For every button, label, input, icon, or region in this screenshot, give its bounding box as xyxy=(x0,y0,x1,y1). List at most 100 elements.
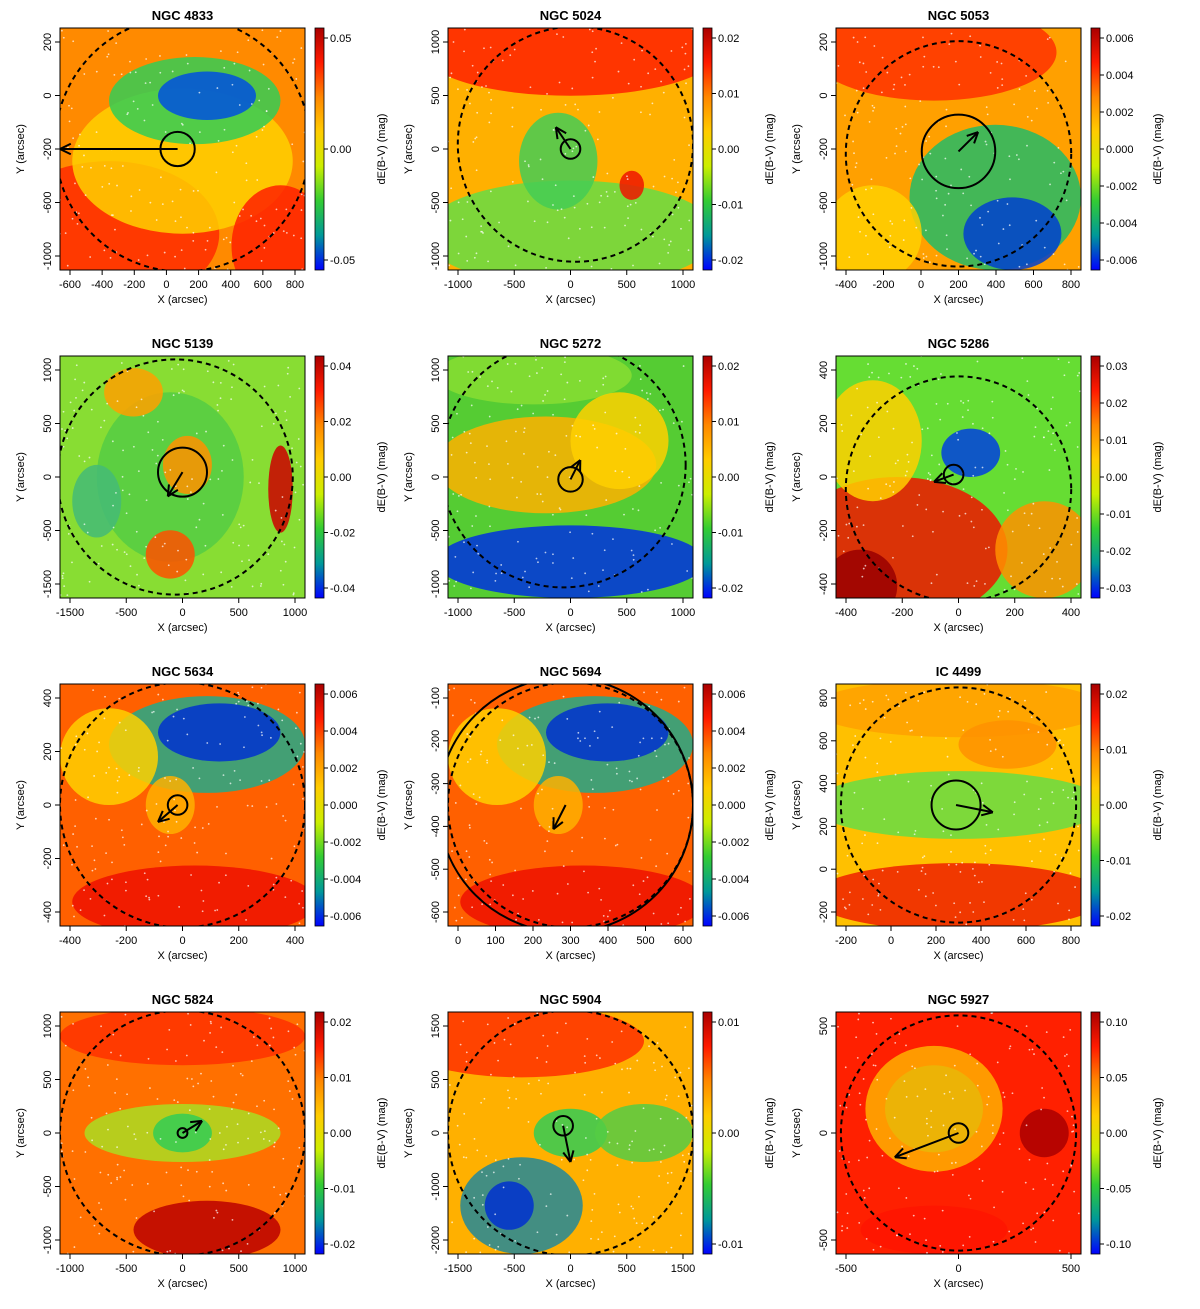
scatter-gap xyxy=(169,469,172,471)
scatter-gap xyxy=(155,803,158,805)
scatter-gap xyxy=(1052,432,1055,435)
scatter-gap xyxy=(953,1064,956,1067)
scatter-gap xyxy=(166,739,169,742)
scatter-gap xyxy=(190,874,192,876)
scatter-gap xyxy=(94,868,97,870)
scatter-gap xyxy=(844,907,847,910)
scatter-gap xyxy=(115,491,117,494)
colorbar-label: dE(B-V) (mag) xyxy=(376,114,388,185)
scatter-gap xyxy=(1039,797,1042,800)
scatter-gap xyxy=(466,88,468,91)
scatter-gap xyxy=(628,779,631,782)
scatter-gap xyxy=(560,1158,563,1161)
scatter-gap xyxy=(116,1178,119,1181)
scatter-gap xyxy=(490,1073,492,1076)
scatter-gap xyxy=(187,1012,189,1015)
scatter-gap xyxy=(157,420,159,423)
y-tick-label: 400 xyxy=(818,774,830,792)
y-tick-label: -300 xyxy=(430,773,442,795)
scatter-gap xyxy=(225,236,228,239)
scatter-gap xyxy=(452,41,455,43)
scatter-gap xyxy=(246,804,249,807)
scatter-gap xyxy=(542,400,544,402)
scatter-gap xyxy=(1025,1124,1028,1127)
scatter-gap xyxy=(176,1101,179,1103)
scatter-gap xyxy=(517,747,519,750)
x-tick-label: 1000 xyxy=(671,279,695,291)
scatter-gap xyxy=(955,863,958,866)
scatter-gap xyxy=(90,1116,93,1119)
scatter-gap xyxy=(684,42,687,45)
scatter-gap xyxy=(688,870,691,873)
scatter-gap xyxy=(667,922,670,925)
scatter-gap xyxy=(663,175,666,178)
scatter-gap xyxy=(486,759,489,762)
scatter-gap xyxy=(606,195,609,198)
scatter-gap xyxy=(483,47,485,50)
x-axis-label: X (arcsec) xyxy=(545,294,595,306)
scatter-gap xyxy=(593,1192,596,1195)
scatter-gap xyxy=(494,1213,497,1216)
scatter-gap xyxy=(966,700,969,703)
scatter-gap xyxy=(111,878,113,881)
y-tick-label: -600 xyxy=(430,901,442,923)
scatter-gap xyxy=(569,531,571,534)
scatter-gap xyxy=(202,502,205,505)
scatter-gap xyxy=(245,700,248,703)
scatter-gap xyxy=(1001,84,1004,87)
scatter-gap xyxy=(1075,583,1078,585)
scatter-gap xyxy=(558,81,561,84)
scatter-gap xyxy=(962,401,965,404)
scatter-gap xyxy=(984,583,986,585)
scatter-gap xyxy=(586,1169,589,1172)
scatter-gap xyxy=(935,573,938,576)
scatter-gap xyxy=(137,766,140,769)
colorbar xyxy=(314,683,325,927)
scatter-gap xyxy=(66,594,69,596)
scatter-gap xyxy=(1048,469,1051,471)
y-tick-label: 200 xyxy=(42,742,54,760)
scatter-gap xyxy=(247,1137,249,1140)
scatter-gap xyxy=(993,1206,995,1209)
colorbar-label: dE(B-V) (mag) xyxy=(764,1098,776,1169)
scatter-gap xyxy=(984,140,987,143)
colorbar-label: dE(B-V) (mag) xyxy=(764,114,776,185)
scatter-gap xyxy=(203,1039,205,1042)
y-tick-label: -500 xyxy=(430,858,442,880)
scatter-gap xyxy=(1013,478,1016,481)
scatter-gap xyxy=(1008,1230,1011,1233)
scatter-gap xyxy=(587,124,590,127)
scatter-gap xyxy=(522,898,525,900)
heatmap-area xyxy=(448,28,693,270)
colorbar-tick-label: 0.00 xyxy=(718,144,739,156)
scatter-gap xyxy=(60,747,63,750)
scatter-gap xyxy=(610,267,613,270)
scatter-gap xyxy=(86,732,89,735)
scatter-gap xyxy=(909,730,912,732)
scatter-gap xyxy=(553,762,556,765)
scatter-gap xyxy=(549,1193,552,1196)
vector-arrowhead xyxy=(554,127,559,140)
y-tick-label: 0 xyxy=(818,1130,830,1136)
scatter-gap xyxy=(1049,183,1051,186)
scatter-gap xyxy=(512,734,515,737)
scatter-gap xyxy=(591,788,594,791)
y-tick-label: -1000 xyxy=(430,570,442,598)
scatter-gap xyxy=(601,1091,603,1094)
scatter-gap xyxy=(175,820,178,823)
scatter-gap xyxy=(536,466,539,468)
scatter-gap xyxy=(245,162,248,165)
scatter-gap xyxy=(1065,199,1068,202)
scatter-gap xyxy=(892,88,895,91)
scatter-gap xyxy=(91,1139,94,1142)
x-tick-label: 300 xyxy=(561,935,579,947)
scatter-gap xyxy=(232,363,235,366)
scatter-gap xyxy=(939,418,942,421)
heatmap-region xyxy=(158,71,256,120)
scatter-gap xyxy=(463,50,465,53)
scatter-gap xyxy=(466,259,469,262)
scatter-gap xyxy=(204,544,207,547)
scatter-gap xyxy=(686,570,689,572)
scatter-gap xyxy=(863,1196,866,1199)
scatter-gap xyxy=(667,742,670,745)
